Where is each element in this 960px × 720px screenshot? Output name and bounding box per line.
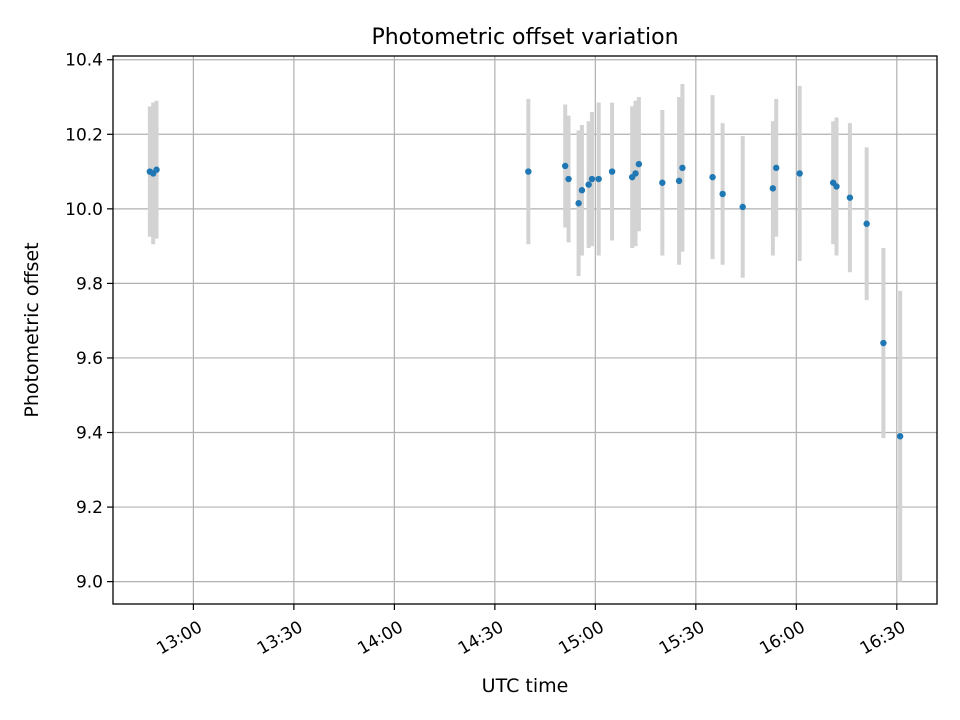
y-tick-label: 10.0 (65, 200, 103, 220)
data-point (679, 164, 686, 172)
data-point (578, 187, 586, 194)
data-point (709, 173, 716, 181)
data-point (846, 194, 854, 201)
data-point (565, 175, 572, 183)
data-point (595, 175, 602, 183)
data-point (525, 168, 532, 175)
y-tick-label: 9.6 (76, 349, 103, 369)
data-point (561, 162, 569, 170)
data-points (146, 160, 904, 440)
data-point (632, 170, 639, 177)
data-point (796, 170, 803, 177)
y-axis-label: Photometric offset (21, 242, 43, 417)
data-point (773, 164, 780, 172)
y-tick-label: 9.4 (76, 424, 103, 444)
data-point (769, 185, 777, 192)
data-point (588, 175, 596, 183)
y-tick-label: 10.4 (65, 51, 103, 71)
grid-lines (113, 56, 937, 604)
data-point (833, 183, 840, 190)
data-point (635, 160, 643, 168)
data-point (880, 339, 887, 347)
data-point (659, 179, 666, 186)
y-tick-label: 10.2 (65, 125, 103, 145)
plot-frame (112, 55, 938, 605)
data-point (863, 220, 870, 227)
x-axis-label: UTC time (482, 675, 569, 697)
data-point (153, 166, 160, 173)
data-point (585, 181, 592, 188)
data-point (739, 203, 746, 211)
data-point (575, 200, 582, 207)
chart-title: Photometric offset variation (371, 25, 678, 50)
y-axis-ticks: 9.0 9.2 9.4 9.6 9.8 10.0 10.2 10.4 (65, 51, 113, 593)
data-point (608, 168, 616, 175)
data-point (675, 177, 683, 185)
data-point (896, 433, 904, 440)
y-tick-label: 9.2 (76, 498, 103, 518)
data-point (719, 190, 726, 198)
y-tick-label: 9.0 (76, 573, 103, 593)
y-tick-label: 9.8 (76, 274, 103, 294)
